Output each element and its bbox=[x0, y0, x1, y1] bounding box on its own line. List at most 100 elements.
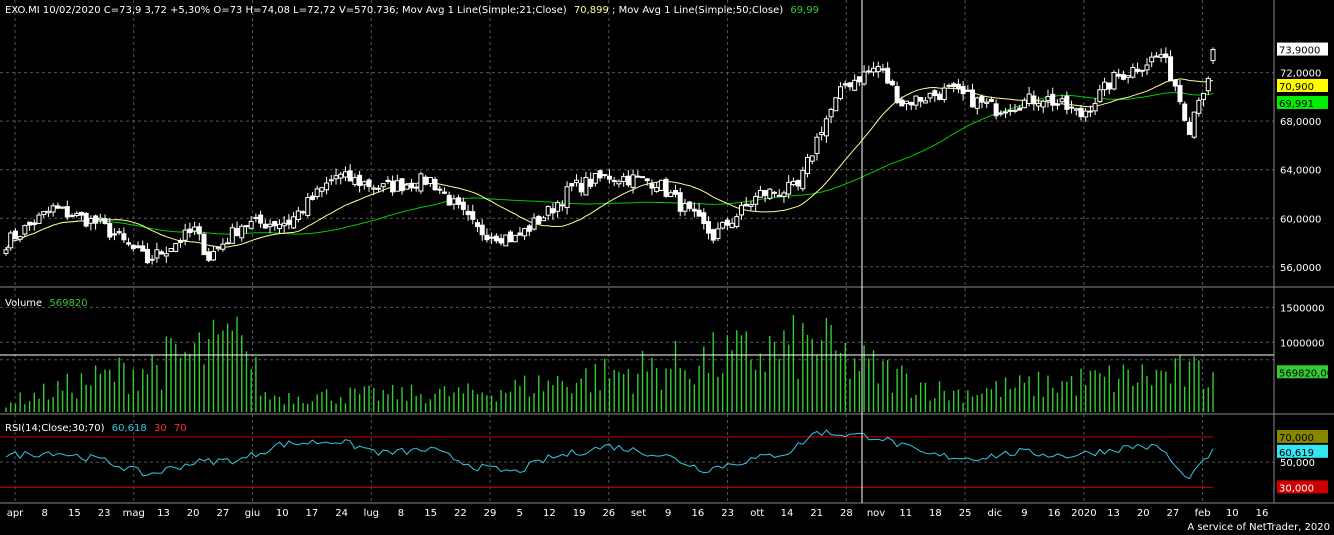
candle-body bbox=[470, 211, 476, 220]
candle-body bbox=[135, 245, 141, 248]
candle-body bbox=[305, 197, 311, 216]
x-tick-label: mag bbox=[123, 508, 145, 519]
candle-body bbox=[658, 179, 664, 191]
candle-body bbox=[140, 245, 146, 252]
candle-body bbox=[847, 82, 853, 88]
candle-body bbox=[1078, 107, 1084, 118]
candle-body bbox=[1064, 95, 1070, 110]
candle-body bbox=[1111, 71, 1117, 90]
candle-body bbox=[894, 86, 900, 104]
x-tick-label: 25 bbox=[959, 508, 972, 519]
candle-body bbox=[1017, 107, 1023, 111]
candle-body bbox=[64, 206, 70, 218]
last-price-badge: 73,9000 bbox=[1279, 46, 1320, 57]
x-tick-label: 18 bbox=[929, 508, 942, 519]
ma50-line bbox=[5, 91, 1214, 251]
candle-body bbox=[286, 219, 292, 225]
candle-body bbox=[371, 187, 377, 190]
candle-body bbox=[309, 195, 315, 200]
candle-body bbox=[451, 198, 457, 205]
x-tick-label: 22 bbox=[454, 508, 467, 519]
ma21-badge: 70,900 bbox=[1279, 82, 1314, 93]
candle-body bbox=[795, 179, 801, 187]
candle-body bbox=[621, 176, 627, 182]
candle-body bbox=[687, 201, 693, 209]
candle-body bbox=[1201, 92, 1207, 100]
candle-body bbox=[352, 177, 358, 185]
candle-body bbox=[819, 132, 825, 136]
candle-body bbox=[1144, 64, 1150, 71]
candle-body bbox=[149, 258, 155, 261]
candles bbox=[3, 47, 1216, 265]
x-tick-label: 17 bbox=[306, 508, 319, 519]
candle-body bbox=[536, 215, 542, 225]
candle-body bbox=[1191, 111, 1197, 138]
price-tick-label: 68,0000 bbox=[1280, 117, 1321, 128]
x-tick-label: ott bbox=[750, 508, 764, 519]
candle-body bbox=[673, 190, 679, 195]
candle-body bbox=[569, 182, 575, 187]
axis-value-badges: 73,9000 70,900 69,991 569820,00 70,000 60,619… bbox=[1277, 42, 1333, 494]
candle-body bbox=[479, 224, 485, 236]
candle-body bbox=[1012, 109, 1018, 112]
candle-body bbox=[1172, 79, 1178, 87]
x-tick-label: 15 bbox=[424, 508, 437, 519]
candle-body bbox=[427, 176, 433, 185]
x-tick-label: 9 bbox=[1021, 508, 1027, 519]
x-tick-label: 10 bbox=[1226, 508, 1239, 519]
ma21-line bbox=[5, 78, 1214, 251]
candle-body bbox=[654, 187, 660, 192]
x-tick-label: apr bbox=[7, 508, 24, 519]
x-tick-label: giu bbox=[245, 508, 260, 519]
rsi-series bbox=[5, 429, 1214, 480]
candle-body bbox=[1153, 55, 1159, 58]
x-tick-label: 27 bbox=[216, 508, 229, 519]
candle-body bbox=[583, 177, 589, 196]
rsi-value-badge-bg bbox=[1277, 444, 1328, 458]
candle-body bbox=[78, 211, 84, 216]
candle-body bbox=[423, 176, 429, 185]
candle-body bbox=[550, 208, 556, 214]
candle-body bbox=[1196, 99, 1202, 114]
candle-body bbox=[644, 178, 650, 182]
candle-body bbox=[357, 174, 363, 186]
candle-body bbox=[121, 233, 127, 241]
candle-body bbox=[1158, 54, 1164, 58]
candle-body bbox=[394, 180, 400, 192]
x-tick-label: 24 bbox=[335, 508, 348, 519]
candle-body bbox=[31, 222, 37, 226]
candle-body bbox=[578, 182, 584, 193]
candle-body bbox=[507, 231, 513, 243]
candle-body bbox=[338, 173, 344, 179]
x-tick-label: 16 bbox=[1256, 508, 1269, 519]
candle-body bbox=[663, 178, 669, 197]
candle-body bbox=[107, 223, 113, 238]
axis-frame bbox=[0, 0, 1334, 504]
candle-body bbox=[69, 214, 75, 218]
volume-tick-label: 1500000 bbox=[1280, 303, 1325, 314]
candle-body bbox=[833, 97, 839, 112]
candle-body bbox=[206, 251, 212, 261]
x-tick-label: 8 bbox=[398, 508, 404, 519]
x-tick-label: 29 bbox=[484, 508, 497, 519]
candle-body bbox=[503, 234, 509, 247]
candle-body bbox=[564, 186, 570, 209]
candle-body bbox=[1210, 49, 1216, 61]
chart-header: EXO.MI 10/02/2020 C=73,9 3,72 +5,30% O=7… bbox=[5, 5, 819, 16]
candle-body bbox=[262, 223, 268, 229]
candle-body bbox=[970, 89, 976, 108]
rsi-upper-badge: 70,000 bbox=[1279, 433, 1314, 444]
candle-body bbox=[800, 169, 806, 190]
candle-body bbox=[526, 225, 532, 232]
candle-body bbox=[998, 112, 1004, 115]
candle-body bbox=[192, 226, 198, 232]
candle-body bbox=[682, 203, 688, 212]
x-tick-label: set bbox=[631, 508, 646, 519]
candle-body bbox=[1116, 73, 1122, 77]
candle-body bbox=[258, 214, 264, 224]
candle-body bbox=[616, 180, 622, 185]
candle-body bbox=[380, 183, 386, 188]
candle-body bbox=[102, 218, 108, 224]
rsi-line bbox=[0, 429, 1214, 488]
footer-credit: A service of NetTrader, 2020 bbox=[1187, 522, 1330, 533]
